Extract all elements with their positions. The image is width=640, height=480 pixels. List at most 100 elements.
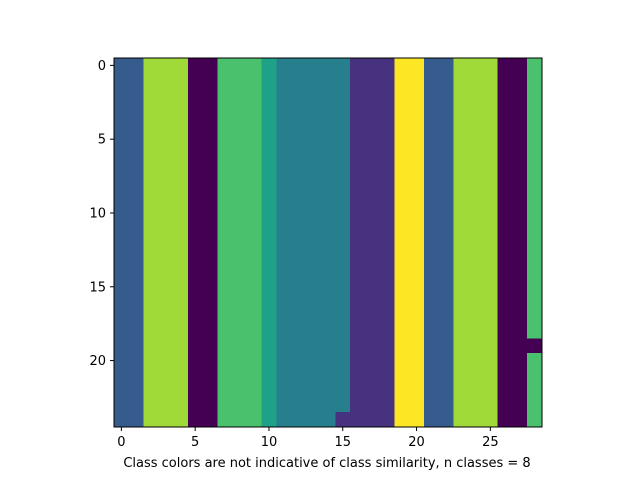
heatmap-cell [246, 308, 263, 325]
heatmap-cell [438, 235, 455, 251]
heatmap-cell [468, 220, 484, 236]
heatmap-cell [217, 72, 233, 89]
heatmap-cell [291, 72, 307, 89]
heatmap-cell [143, 205, 159, 221]
heatmap-cell [423, 176, 440, 192]
heatmap-cell [438, 249, 455, 266]
heatmap-cell [320, 190, 336, 207]
heatmap-cell [291, 397, 307, 413]
heatmap-cell [409, 308, 425, 325]
heatmap-cell [409, 205, 425, 221]
heatmap-cell [453, 146, 469, 162]
heatmap-cell [158, 308, 174, 325]
heatmap-cell [409, 235, 425, 251]
heatmap-cell [261, 382, 277, 399]
heatmap-cell [143, 161, 159, 177]
heatmap-cell [158, 87, 174, 103]
heatmap-cell [527, 367, 543, 384]
heatmap-cell [453, 367, 469, 384]
heatmap-cell [438, 220, 455, 236]
heatmap-cell [453, 249, 469, 266]
heatmap-cell [276, 131, 292, 148]
heatmap-cell [453, 72, 469, 89]
heatmap-cell [187, 338, 204, 354]
heatmap-cell [423, 323, 440, 340]
heatmap-cell [114, 382, 130, 399]
heatmap-cell [291, 190, 307, 207]
heatmap-cell [512, 220, 528, 236]
heatmap-cell [364, 294, 381, 310]
heatmap-cell [364, 323, 381, 340]
heatmap-cell [173, 264, 189, 280]
heatmap-cell [379, 249, 396, 266]
heatmap-cell [438, 264, 455, 280]
heatmap-cell [364, 131, 381, 148]
heatmap-cell [468, 87, 484, 103]
heatmap-cell [320, 58, 336, 74]
heatmap-cell [527, 235, 543, 251]
heatmap-cell [202, 382, 218, 399]
heatmap-cell [335, 308, 351, 325]
heatmap-cell [350, 131, 366, 148]
heatmap-cell [202, 338, 218, 354]
heatmap-cell [158, 176, 174, 192]
heatmap-cell [497, 338, 514, 354]
heatmap-cell [305, 220, 322, 236]
heatmap-cell [128, 220, 145, 236]
heatmap-cell [497, 58, 514, 74]
heatmap-cell [423, 87, 440, 103]
heatmap-cell [394, 353, 410, 369]
heatmap-cell [527, 131, 543, 148]
heatmap-cell [217, 264, 233, 280]
heatmap-cell [320, 176, 336, 192]
heatmap-cell [202, 117, 218, 133]
heatmap-cell [114, 72, 130, 89]
heatmap-cell [482, 367, 499, 384]
heatmap-cell [482, 323, 499, 340]
heatmap-cell [468, 353, 484, 369]
heatmap-cell [438, 382, 455, 399]
heatmap-cell [114, 338, 130, 354]
heatmap-cell [114, 279, 130, 295]
heatmap-cell [350, 87, 366, 103]
heatmap-cell [497, 323, 514, 340]
heatmap-cell [482, 102, 499, 118]
heatmap-cell [232, 72, 248, 89]
heatmap-cell [438, 397, 455, 413]
heatmap-cell [143, 176, 159, 192]
heatmap-cell [261, 58, 277, 74]
heatmap-cell [527, 249, 543, 266]
heatmap-cell [217, 58, 233, 74]
heatmap-cell [350, 338, 366, 354]
heatmap-cell [423, 58, 440, 74]
heatmap-cell [512, 190, 528, 207]
heatmap-cell [379, 338, 396, 354]
heatmap-cell [114, 176, 130, 192]
heatmap-cell [246, 176, 263, 192]
heatmap-cell [468, 367, 484, 384]
heatmap-cell [320, 205, 336, 221]
heatmap-cell [114, 220, 130, 236]
heatmap-cell [453, 397, 469, 413]
heatmap-cell [350, 117, 366, 133]
heatmap-cell [246, 412, 263, 428]
heatmap-cell [143, 382, 159, 399]
heatmap-cell [320, 87, 336, 103]
heatmap-cell [409, 264, 425, 280]
heatmap-cell [453, 131, 469, 148]
heatmap-cell [305, 412, 322, 428]
heatmap-cell [246, 87, 263, 103]
heatmap-cell [202, 87, 218, 103]
heatmap-cell [394, 161, 410, 177]
heatmap-cell [232, 161, 248, 177]
heatmap-cell [438, 131, 455, 148]
heatmap-cell [320, 102, 336, 118]
heatmap-cell [364, 220, 381, 236]
heatmap-cell [468, 205, 484, 221]
heatmap-cell [497, 102, 514, 118]
heatmap-cell [512, 382, 528, 399]
heatmap-cell [173, 72, 189, 89]
heatmap-cell [335, 249, 351, 266]
heatmap-cell [468, 176, 484, 192]
heatmap-cell [246, 382, 263, 399]
